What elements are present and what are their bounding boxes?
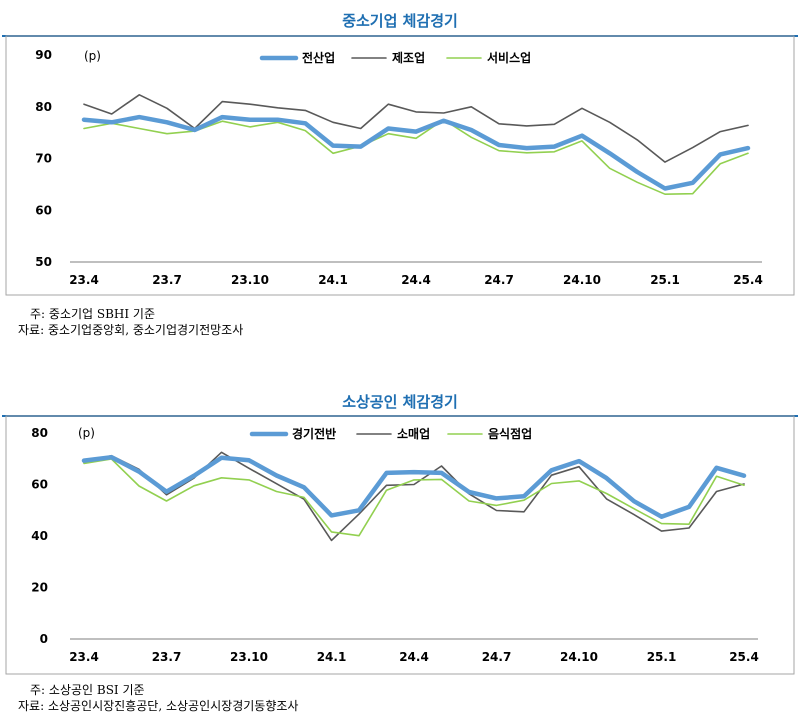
chart-1-x-tick-label: 24.10 [563,273,601,287]
chart-2-x-tick-label: 24.1 [317,650,347,664]
chart-2-x-tick-label: 24.10 [560,650,598,664]
chart-2-legend-label-3: 음식점업 [488,426,532,441]
chart-1-y-tick-label: 60 [35,203,52,217]
chart-2-legend: 경기전반 소매업 음식점업 [249,426,532,441]
chart-1-series [81,94,751,195]
chart-2-series-line-3 [83,458,745,537]
chart-1-x-tick-label: 25.4 [733,273,763,287]
chart-1-x-tick-label: 23.4 [69,273,99,287]
chart-1-series-line-1 [81,114,751,191]
chart-2-y-tick-label: 60 [31,478,48,492]
chart-2-title: 소상공인 체감경기 [342,393,458,411]
chart-2-series-line-1 [81,454,747,519]
chart-1-note: 주: 중소기업 SBHI 기준 [30,307,155,321]
chart-2-x-tick-label: 23.7 [152,650,182,664]
chart-1-source: 자료: 중소기업중앙회, 중소기업경기전망조사 [18,323,243,337]
chart-2: 소상공인 체감경기 (p) 0 20 40 60 80 23.4 23.7 23.10 24.… [2,393,798,713]
chart-2-series [81,451,747,542]
chart-1-x-tick-label: 25.1 [650,273,680,287]
chart-1-x-tick-label: 23.10 [231,273,269,287]
chart-2-source: 자료: 소상공인시장진흥공단, 소상공인시장경기동향조사 [18,699,298,713]
chart-2-y-tick-label: 0 [40,632,48,646]
chart-2-x-ticks: 23.4 23.7 23.10 24.1 24.4 24.7 24.10 25.1 25.4 [69,650,759,664]
chart-1-y-tick-label: 90 [35,48,52,62]
chart-1-y-tick-label: 80 [35,100,52,114]
chart-1-x-tick-label: 24.4 [401,273,431,287]
chart-1-y-tick-label: 70 [35,152,52,166]
chart-2-unit-label: (p) [78,426,95,440]
chart-2-legend-label-1: 경기전반 [292,426,336,441]
chart-1-y-tick-label: 50 [35,255,52,269]
chart-1-y-ticks: 50 60 70 80 90 [35,48,52,269]
chart-2-x-tick-label: 25.4 [729,650,759,664]
chart-2-series-line-2 [83,451,745,542]
chart-1-unit-label: (p) [84,49,101,63]
chart-2-x-tick-label: 23.4 [69,650,99,664]
chart-1-legend-label-3: 서비스업 [487,50,531,65]
chart-1-legend: 전산업 제조업 서비스업 [259,50,531,65]
chart-2-y-tick-label: 20 [31,581,48,595]
chart-2-y-ticks: 0 20 40 60 80 [31,426,48,646]
chart-2-note: 주: 소상공인 BSI 기준 [30,683,145,697]
chart-1-x-tick-label: 24.7 [484,273,514,287]
chart-1-title: 중소기업 체감경기 [342,12,458,30]
chart-2-frame [5,415,795,675]
chart-1-x-tick-label: 23.7 [152,273,182,287]
chart-1-x-tick-label: 24.1 [318,273,348,287]
chart-1-frame [5,35,795,296]
chart-2-y-tick-label: 80 [31,426,48,440]
chart-2-x-tick-label: 25.1 [647,650,677,664]
chart-2-legend-label-2: 소매업 [397,426,430,441]
chart-1-legend-label-1: 전산업 [302,50,335,65]
chart-2-x-tick-label: 24.4 [399,650,429,664]
chart-1-x-ticks: 23.4 23.7 23.10 24.1 24.4 24.7 24.10 25.1 25.4 [69,273,763,287]
chart-1: 중소기업 체감경기 (p) 50 60 70 80 90 23.4 23.7 23.10 24… [2,12,798,337]
chart-1-legend-label-2: 제조업 [392,51,425,65]
chart-2-x-tick-label: 24.7 [482,650,512,664]
chart-2-x-tick-label: 23.10 [230,650,268,664]
chart-2-y-tick-label: 40 [31,529,48,543]
